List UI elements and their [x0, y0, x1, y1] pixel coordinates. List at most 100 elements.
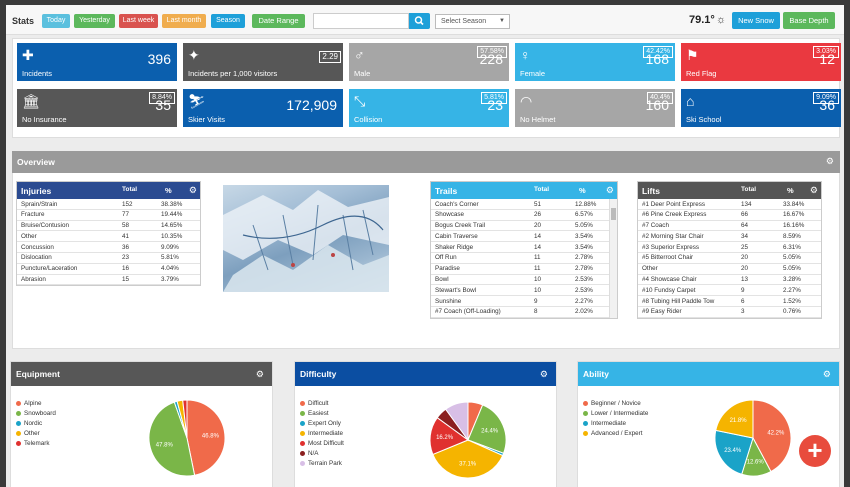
row-total: 34 [741, 232, 749, 240]
filter-today-button[interactable]: Today [42, 14, 70, 28]
search-input[interactable] [313, 13, 409, 29]
pie-slice-beginner-novice[interactable] [752, 399, 792, 473]
table-row[interactable]: Fracture 77 19.44% [17, 210, 200, 221]
table-row[interactable]: Concussion 36 9.09% [17, 242, 200, 253]
stat-tile-collision[interactable]: ⤡ 23 5.81% Collision [349, 89, 509, 127]
pie-slice-alpine[interactable] [186, 399, 226, 476]
gear-icon[interactable]: ⚙ [539, 369, 548, 379]
legend-entry[interactable]: Advanced / Expert [583, 430, 648, 440]
stat-tile-red-flag[interactable]: ⚑ 12 3.03% Red Flag [681, 43, 841, 81]
table-row[interactable]: Abrasion 15 3.79% [17, 275, 200, 286]
legend-entry[interactable]: Expert Only [300, 420, 344, 430]
new-snow-button[interactable]: New Snow [732, 12, 780, 29]
legend-entry[interactable]: Easiest [300, 410, 344, 420]
legend-entry[interactable]: Snowboard [16, 410, 56, 420]
table-row[interactable]: Stewart's Bowl 10 2.53% [431, 285, 617, 297]
legend-entry[interactable]: Most Difficult [300, 440, 344, 450]
stat-tile-female[interactable]: ♀ 168 42.42% Female [515, 43, 675, 81]
row-percent: 10.35% [161, 232, 183, 240]
table-row[interactable]: Puncture/Laceration 16 4.04% [17, 264, 200, 275]
legend-entry[interactable]: N/A [300, 450, 344, 460]
pie-slice-intermediate[interactable] [714, 429, 754, 475]
ability-header: Ability ⚙ [578, 362, 839, 386]
table-row[interactable]: Off Run 11 2.78% [431, 253, 617, 264]
add-incident-button[interactable]: + [799, 435, 831, 467]
table-row[interactable]: Cabin Traverse 14 3.54% [431, 231, 617, 243]
legend-entry[interactable]: Nordic [16, 420, 56, 430]
legend-entry[interactable]: Telemark [16, 440, 56, 450]
scrollbar-thumb[interactable] [611, 208, 616, 220]
stat-tile-skier-visits[interactable]: ⛷ 172,909 Skier Visits [183, 89, 343, 127]
date-range-button[interactable]: Date Range [252, 14, 305, 28]
table-row[interactable]: Sunshine 9 2.27% [431, 296, 617, 307]
table-row[interactable]: Bowl 10 2.53% [431, 275, 617, 286]
filter-last-week-button[interactable]: Last week [119, 14, 158, 28]
filter-last-month-button[interactable]: Last month [162, 14, 206, 28]
filter-yesterday-button[interactable]: Yesterday [74, 14, 115, 28]
legend-entry[interactable]: Alpine [16, 400, 56, 410]
table-row[interactable]: #8 Tubing Hill Paddle Tow 6 1.52% [638, 296, 821, 307]
stat-tile-incidents[interactable]: ✚ 396 Incidents [17, 43, 177, 81]
table-row[interactable]: Other 20 5.05% [638, 264, 821, 275]
row-percent: 1.52% [783, 297, 801, 305]
table-row[interactable]: Paradise 11 2.78% [431, 264, 617, 275]
search-button[interactable] [409, 13, 430, 29]
gear-icon[interactable]: ⚙ [255, 369, 264, 379]
pie-slice-telemark[interactable] [182, 399, 188, 439]
table-row[interactable]: Shaker Ridge 14 3.54% [431, 242, 617, 253]
trails-title: Trails [435, 186, 458, 196]
table-row[interactable]: Dislocation 23 5.81% [17, 253, 200, 264]
table-row[interactable]: #6 Pine Creek Express 66 16.67% [638, 210, 821, 221]
season-select[interactable]: Select Season ▼ [435, 14, 510, 29]
row-total: 16 [122, 265, 130, 273]
table-row[interactable]: #4 Showcase Chair 13 3.28% [638, 275, 821, 286]
gear-icon[interactable]: ⚙ [825, 156, 834, 166]
table-row[interactable]: #10 Fundsy Carpet 9 2.27% [638, 285, 821, 297]
table-row[interactable]: #9 Easy Rider 3 0.76% [638, 307, 821, 318]
filter-season-button[interactable]: Season [211, 14, 245, 28]
pie-slice-intermediate[interactable] [432, 439, 504, 479]
legend-entry[interactable]: Other [16, 430, 56, 440]
row-total: 58 [122, 222, 130, 230]
gear-icon[interactable]: ⚙ [809, 185, 818, 195]
pie-slice-terrain-park[interactable] [444, 401, 469, 442]
table-row[interactable]: Showcase 26 6.57% [431, 210, 617, 221]
stat-tile-incidents-per-1-000-visitors[interactable]: ✦ 2.29 Incidents per 1,000 visitors [183, 43, 343, 81]
row-percent: 2.27% [575, 297, 593, 305]
table-row[interactable]: Coach's Corner 51 12.88% [431, 199, 617, 210]
gear-icon[interactable]: ⚙ [605, 185, 614, 195]
difficulty-header: Difficulty ⚙ [295, 362, 556, 386]
stat-tile-ski-school[interactable]: ⌂ 36 9.09% Ski School [681, 89, 841, 127]
trail-map-image[interactable] [223, 185, 389, 292]
row-percent: 2.27% [783, 286, 801, 294]
legend-entry[interactable]: Intermediate [583, 420, 648, 430]
trails-header: Trails Total% ⚙ [431, 182, 617, 199]
pie-slice-advanced-expert[interactable] [715, 399, 754, 439]
table-row[interactable]: #3 Superior Express 25 6.31% [638, 242, 821, 253]
stat-tile-no-helmet[interactable]: ◠ 160 40.4% No Helmet [515, 89, 675, 127]
table-row[interactable]: Bogus Creek Trail 20 5.05% [431, 221, 617, 232]
table-row[interactable]: #5 Bitterroot Chair 20 5.05% [638, 253, 821, 264]
table-row[interactable]: #7 Coach (Off-Loading) 8 2.02% [431, 307, 617, 318]
pie-slice-easiest[interactable] [467, 404, 507, 454]
gear-icon[interactable]: ⚙ [822, 369, 831, 379]
legend-entry[interactable]: Intermediate [300, 430, 344, 440]
scrollbar[interactable] [609, 199, 617, 318]
table-row[interactable]: Sprain/Strain 152 38.38% [17, 199, 200, 210]
legend-entry[interactable]: Beginner / Novice [583, 400, 648, 410]
legend-entry[interactable]: Difficult [300, 400, 344, 410]
pie-slice-snowboard[interactable] [148, 401, 196, 477]
table-row[interactable]: #7 Coach 64 16.16% [638, 221, 821, 232]
stat-tile-no-insurance[interactable]: 🏛 35 8.84% No Insurance [17, 89, 177, 127]
table-row[interactable]: Bruise/Contusion 58 14.65% [17, 221, 200, 232]
gear-icon[interactable]: ⚙ [188, 185, 197, 195]
legend-entry[interactable]: Terrain Park [300, 460, 344, 470]
legend-entry[interactable]: Lower / Intermediate [583, 410, 648, 420]
base-depth-button[interactable]: Base Depth [783, 12, 835, 29]
row-percent: 2.02% [575, 308, 593, 316]
table-row[interactable]: Other 41 10.35% [17, 231, 200, 243]
table-row[interactable]: #1 Deer Point Express 134 33.84% [638, 199, 821, 210]
table-row[interactable]: #2 Morning Star Chair 34 8.59% [638, 231, 821, 243]
row-label: #2 Morning Star Chair [642, 232, 704, 240]
stat-tile-male[interactable]: ♂ 228 57.58% Male [349, 43, 509, 81]
